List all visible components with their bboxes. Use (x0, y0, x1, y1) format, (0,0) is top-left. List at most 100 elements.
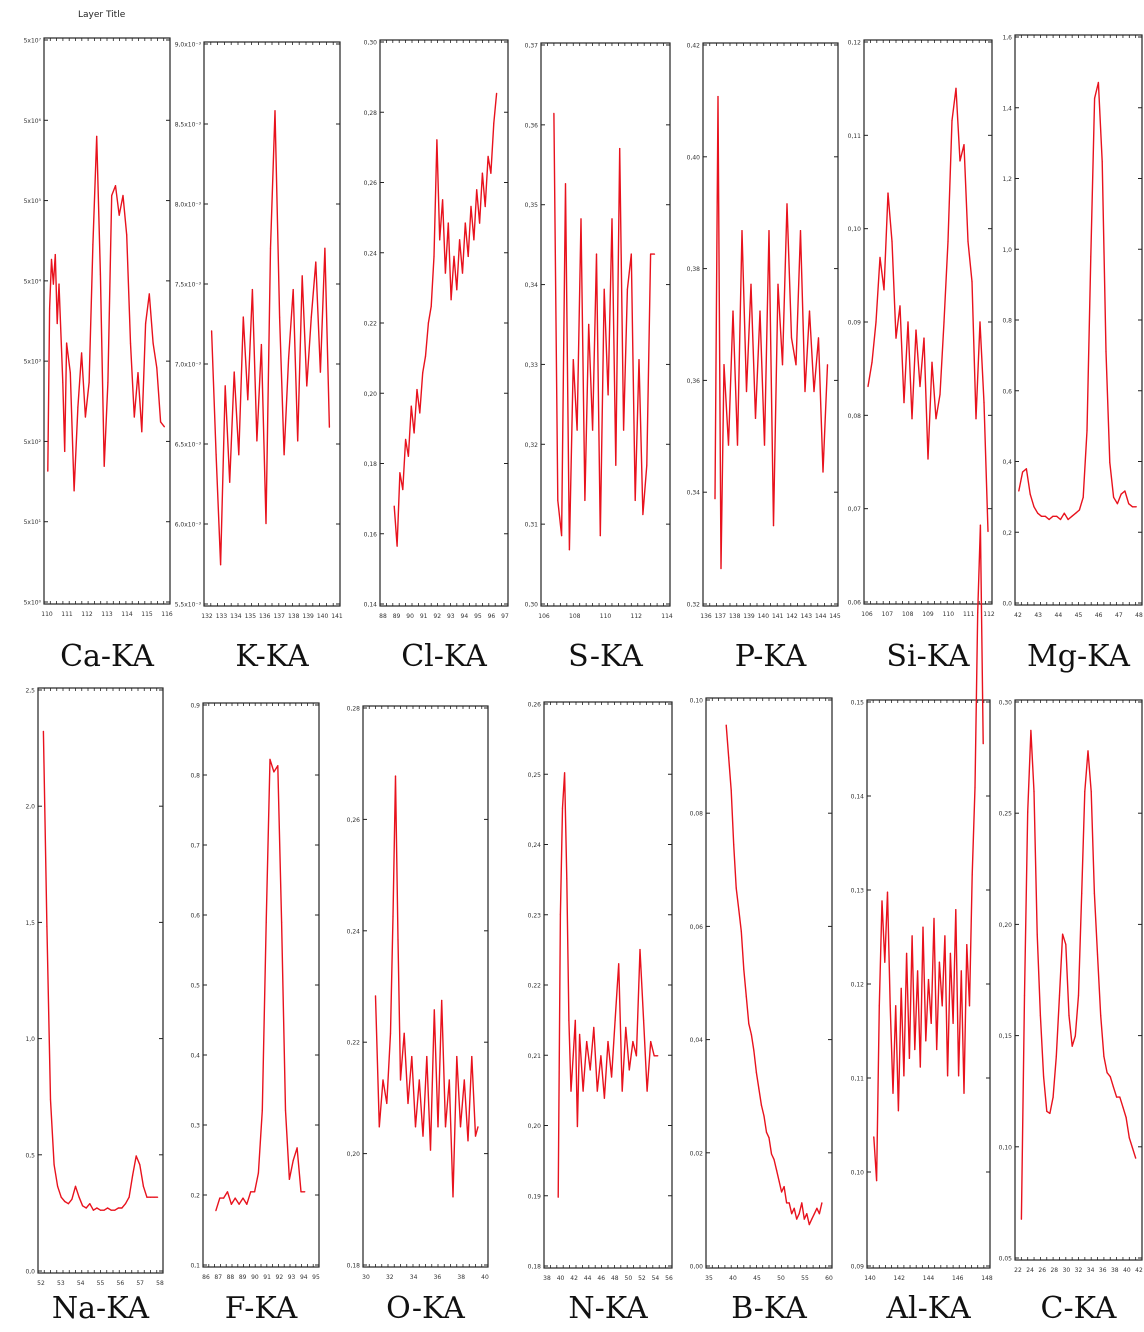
data-point (623, 429, 625, 431)
data-point (211, 330, 213, 332)
data-point (1106, 1072, 1108, 1074)
data-point (584, 499, 586, 501)
data-point (1025, 468, 1027, 470)
data-point (477, 1126, 479, 1128)
data-point (442, 199, 444, 201)
y-tick-label: 0,3 (190, 1123, 200, 1130)
data-point (717, 96, 719, 98)
y-tick-label: 0,15 (999, 1033, 1013, 1040)
data-point (959, 160, 961, 162)
data-point (396, 545, 398, 547)
data-point (288, 357, 290, 359)
x-tick-label: 112 (631, 613, 643, 620)
y-tick-label: 0,36 (525, 122, 539, 129)
y-tick-label: 0,23 (528, 912, 542, 919)
y-tick-label: 0,2 (1002, 530, 1012, 537)
data-point (727, 444, 730, 446)
data-point (900, 987, 902, 990)
y-tick-label: 0,04 (690, 1037, 704, 1044)
data-point (938, 961, 941, 963)
x-tick-label: 141 (772, 613, 784, 620)
x-tick-label: 55 (97, 1280, 105, 1287)
data-point (471, 1056, 473, 1058)
data-point (1103, 1055, 1105, 1057)
x-tick-label: 112 (983, 611, 995, 618)
y-tick-label: 0,16 (364, 531, 378, 538)
x-tick-label: 116 (161, 611, 173, 618)
data-point (135, 1155, 137, 1157)
y-tick-label: 0,13 (851, 888, 865, 895)
y-tick-label: 0,06 (690, 924, 704, 931)
panel-o-ka: 0,18 0,20 0,22 0,24 0,26 0,28 30 32 34 36 38 40 O-KA (347, 705, 489, 1326)
data-point (129, 342, 132, 344)
x-tick-label: 89 (393, 613, 401, 620)
x-tick-label: 30 (1063, 1267, 1071, 1274)
y-tick-label: 0,32 (525, 442, 539, 449)
data-point (53, 1164, 55, 1166)
data-point (646, 1090, 648, 1092)
data-point (1052, 515, 1054, 517)
data-point (99, 1209, 102, 1211)
data-point (54, 254, 56, 256)
data-point (632, 1041, 634, 1043)
data-point (74, 1185, 77, 1187)
data-point (427, 322, 429, 324)
x-tick-label: 136 (259, 613, 271, 620)
y-tick-label: 0,10 (690, 698, 704, 705)
data-point (473, 239, 475, 241)
data-point (804, 390, 806, 393)
plot-frame (362, 705, 489, 1268)
data-point (915, 329, 917, 331)
series-line-al-ka (873, 524, 984, 1182)
data-point (903, 1075, 905, 1077)
data-point (871, 361, 873, 363)
data-point (226, 1191, 229, 1193)
data-point (153, 1196, 155, 1198)
x-tick-label: 143 (801, 613, 813, 620)
data-point (57, 1185, 59, 1187)
x-tick-label: 87 (214, 1274, 222, 1281)
data-point (955, 909, 957, 911)
y-tick-label: 6,5x10⁻³ (175, 442, 202, 449)
data-point (73, 490, 75, 492)
data-point (1058, 994, 1061, 996)
panel-na-ka: 0,0 0,5 1,0 1,5 2,0 2,5 52 53 54 55 56 57 58 Na-KA (25, 687, 164, 1326)
data-point (490, 172, 492, 174)
data-point (738, 909, 740, 911)
data-point (257, 1172, 259, 1174)
x-tick-label: 38 (543, 1275, 551, 1282)
data-point (269, 247, 272, 249)
data-point (456, 1056, 458, 1058)
y-tick-label: 6,0x10⁻³ (175, 522, 202, 529)
data-point (600, 1055, 602, 1057)
data-point (768, 1137, 770, 1139)
y-tick-label: 0,07 (848, 506, 862, 513)
data-point (603, 288, 605, 290)
data-point (1081, 892, 1083, 895)
data-point (484, 205, 486, 208)
data-point (1135, 506, 1137, 508)
data-point (246, 1203, 248, 1205)
data-point (753, 1050, 755, 1052)
x-tick-label: 38 (457, 1274, 465, 1281)
data-point (611, 218, 613, 220)
series-line-mg-ka (1018, 81, 1137, 521)
data-point (619, 148, 621, 150)
data-point (1116, 1096, 1118, 1098)
data-point (441, 999, 443, 1002)
y-tick-label: 1,4 (1002, 105, 1012, 112)
data-point (1039, 1015, 1041, 1017)
data-point (448, 1079, 450, 1081)
data-point (983, 402, 985, 404)
data-point (793, 1207, 795, 1209)
y-tick-label: 8,5x10⁻³ (175, 122, 202, 129)
data-point (895, 337, 897, 339)
y-tick-label: 0,32 (687, 602, 701, 609)
y-tick-label: 5x10⁴ (24, 278, 42, 285)
data-point (621, 1090, 623, 1092)
data-point (735, 887, 737, 889)
data-point (947, 240, 949, 242)
data-point (582, 1090, 584, 1092)
data-point (1112, 1086, 1114, 1088)
data-point (949, 952, 952, 955)
